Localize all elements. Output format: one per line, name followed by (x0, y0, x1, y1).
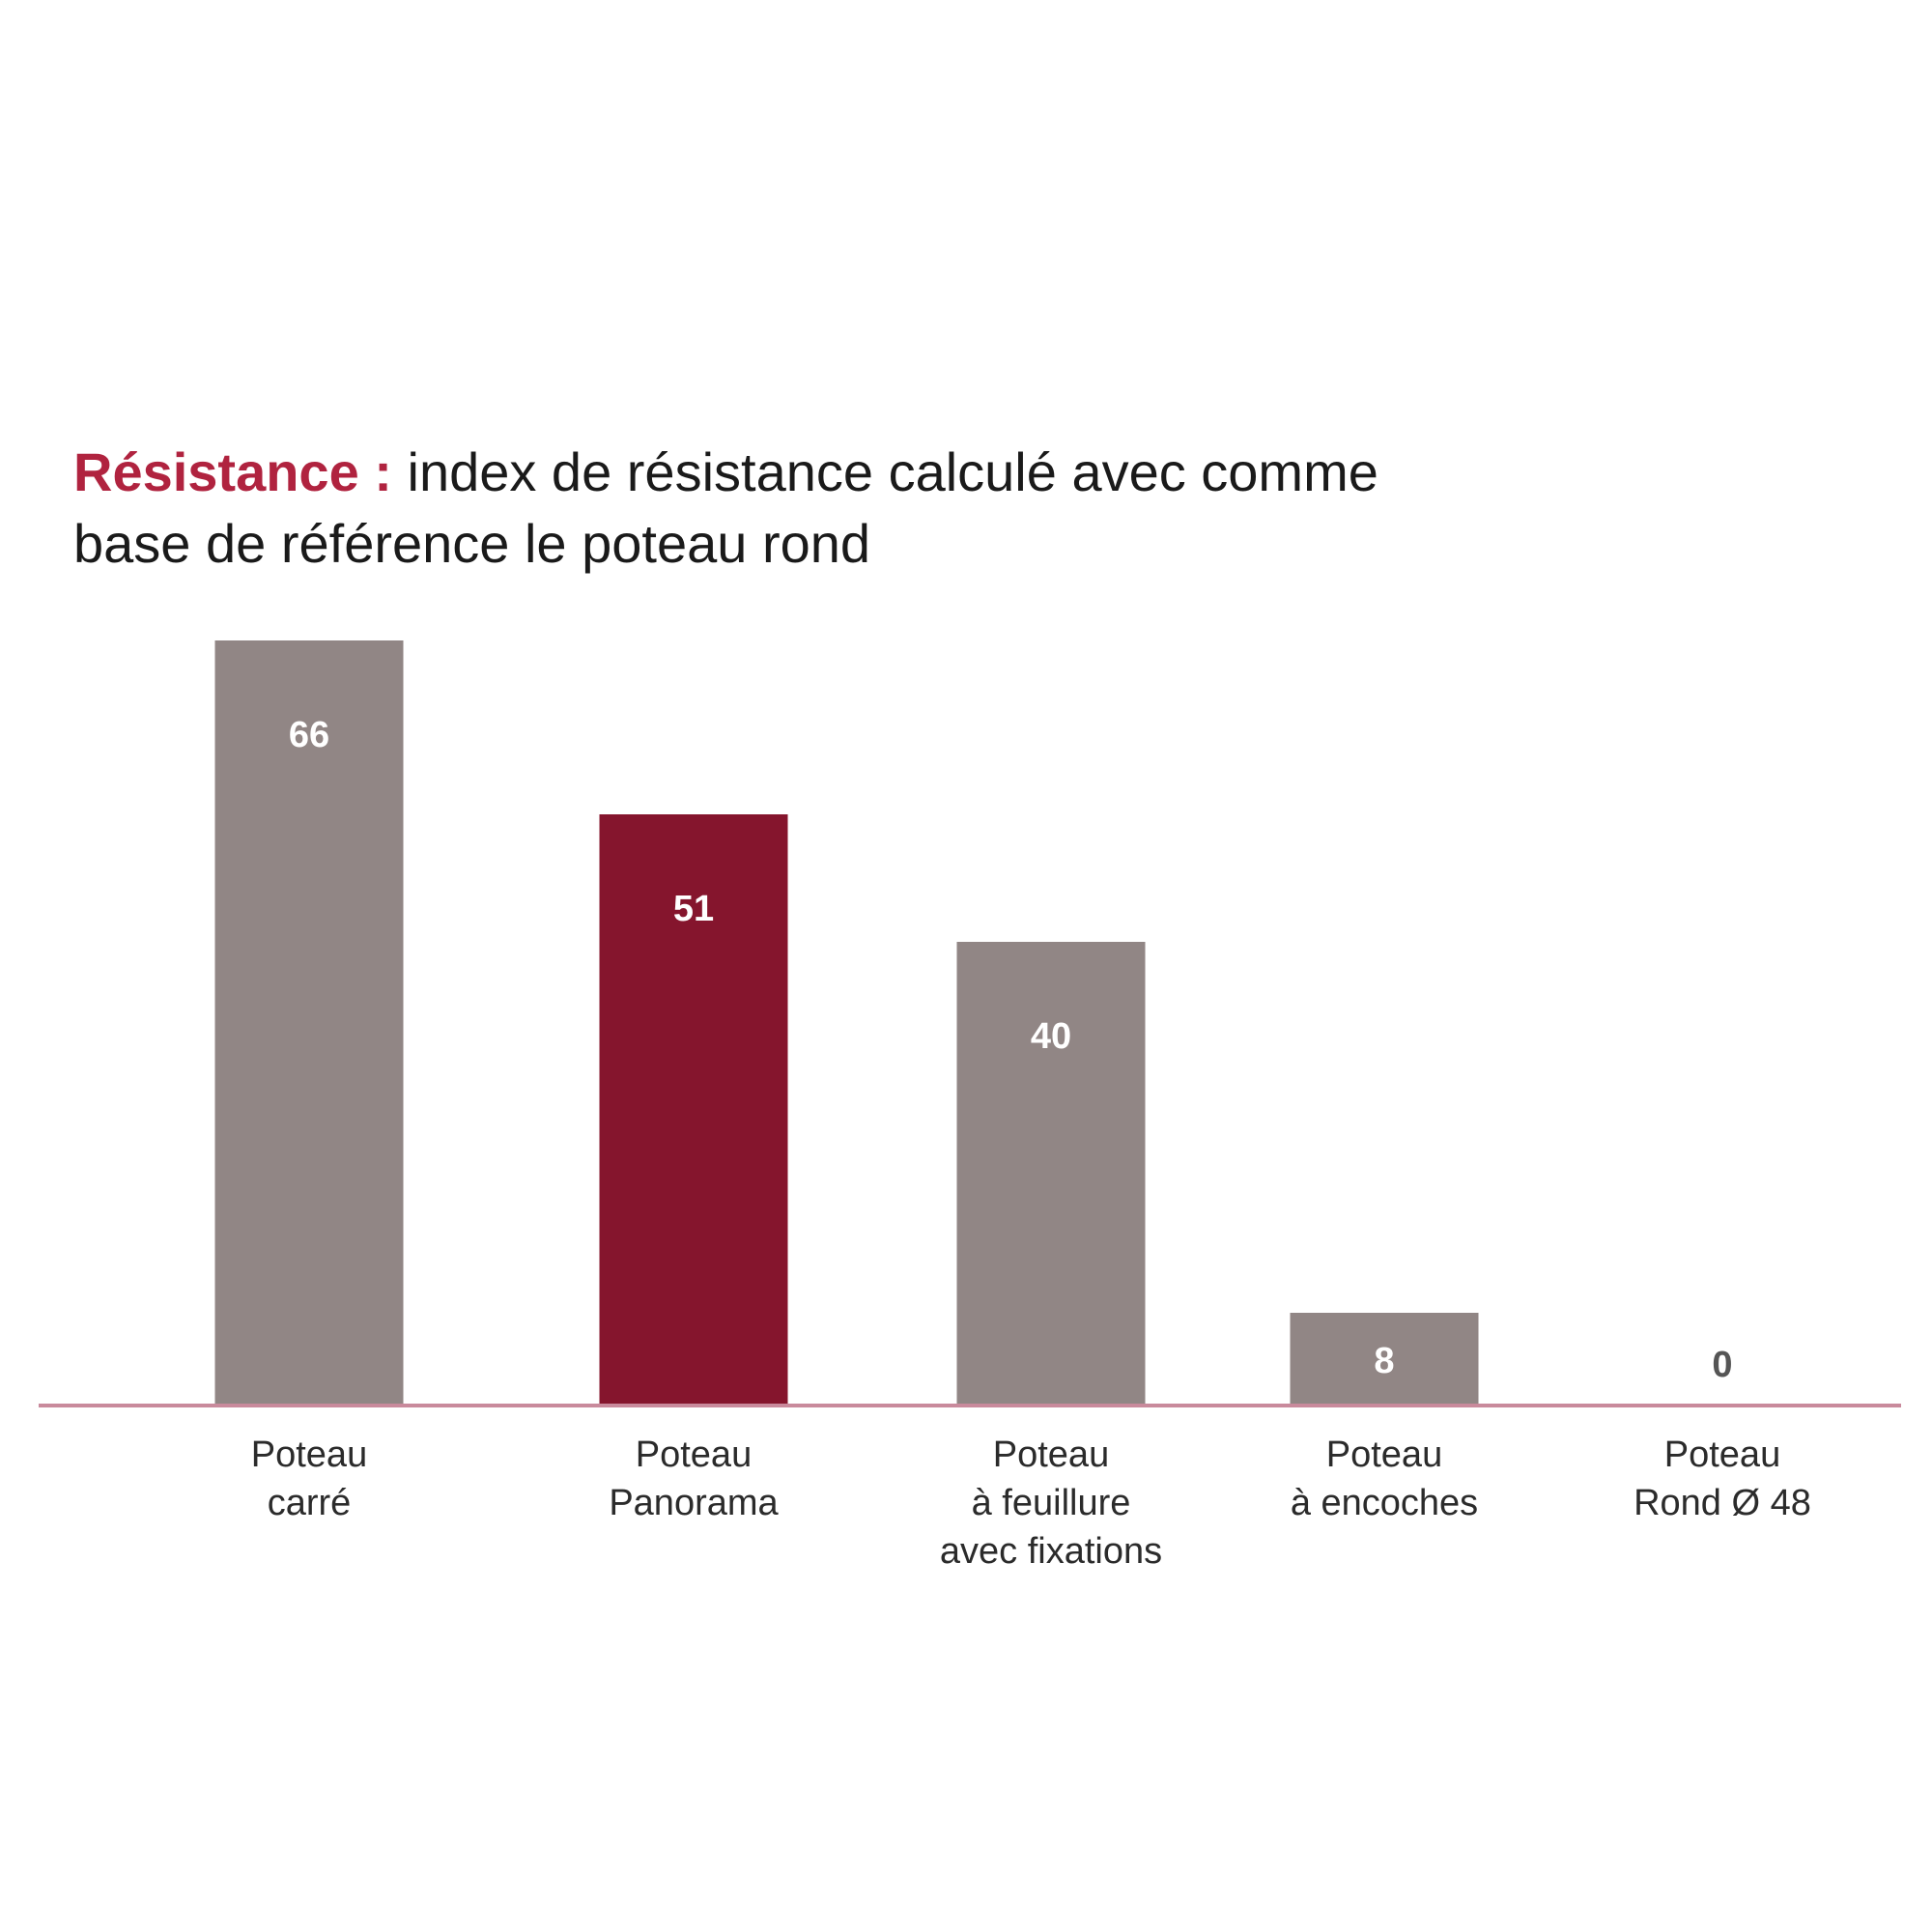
value-label-3: 8 (1374, 1341, 1394, 1381)
bar-1 (599, 814, 788, 1406)
labels-layer: 66 Poteau carré 51 Poteau Panorama 40 Poteau à f… (251, 715, 1811, 1572)
bar-0 (214, 640, 404, 1406)
category-label-0: Poteau carré (251, 1435, 367, 1523)
chart-title: Résistance : index de résistance calculé… (73, 437, 1426, 580)
bar-3 (1290, 1313, 1479, 1406)
category-label-2: Poteau à feuillure avec fixations (940, 1435, 1162, 1572)
bar-2 (956, 942, 1146, 1406)
chart-title-accent: Résistance : (73, 441, 392, 502)
bars-layer (214, 640, 1479, 1406)
value-label-2: 40 (1031, 1016, 1071, 1057)
value-label-4: 0 (1712, 1345, 1732, 1385)
value-label-0: 66 (289, 715, 329, 755)
category-label-3: Poteau à encoches (1291, 1435, 1478, 1523)
value-label-1: 51 (673, 889, 714, 929)
chart-title-rest: index de résistance calculé avec comme b… (73, 441, 1378, 574)
category-label-4: Poteau Rond Ø 48 (1634, 1435, 1811, 1523)
category-label-1: Poteau Panorama (609, 1435, 779, 1523)
